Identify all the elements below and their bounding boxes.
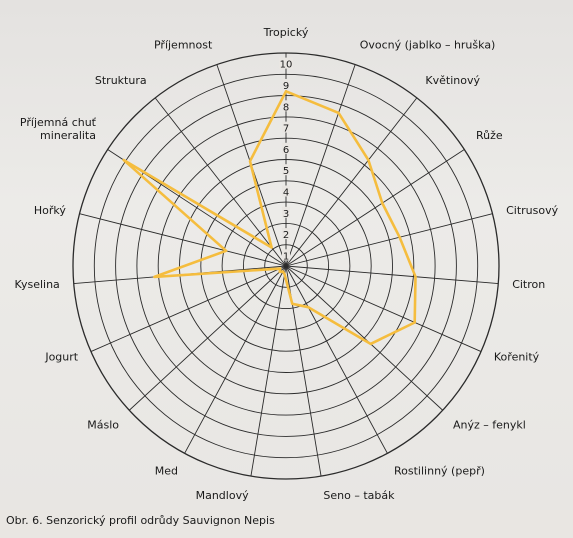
axis-label-line: Tropický bbox=[263, 26, 309, 39]
tick-label: 2 bbox=[283, 230, 289, 241]
series-line bbox=[122, 90, 417, 346]
tick-label-bg bbox=[282, 100, 290, 112]
axis-label-line: Mandlový bbox=[196, 489, 249, 502]
axis-label: Květinový bbox=[425, 74, 480, 87]
grid-spoke bbox=[285, 213, 493, 267]
axis-label: Rostilinný (pepř) bbox=[394, 465, 485, 478]
axis-label-line: Med bbox=[155, 465, 178, 478]
axis-label: Anýz – fenykl bbox=[453, 419, 526, 432]
axis-labels: Tropický Ovocný (jablko – hruška) Květinov… bbox=[15, 26, 559, 502]
axis-label: Příjemnost bbox=[154, 38, 213, 51]
tick-label-bg bbox=[282, 142, 290, 154]
radial-tick-labels: 1 2 3 4 5 6 7 8 9 10 bbox=[279, 57, 293, 262]
axis-label-line: Květinový bbox=[425, 74, 480, 87]
tick-label-bg bbox=[282, 121, 290, 133]
tick-label: 8 bbox=[283, 102, 289, 113]
axis-label: Citrusový bbox=[506, 204, 559, 217]
axis-label-line: Máslo bbox=[87, 419, 119, 432]
tick-label: 9 bbox=[283, 81, 289, 92]
grid-spoke bbox=[285, 149, 465, 267]
axis-label-line: Kořenitý bbox=[494, 351, 540, 364]
grid-spoke bbox=[285, 265, 482, 352]
grid-spoke bbox=[285, 265, 444, 411]
grid-spoke bbox=[250, 265, 287, 477]
axis-label: Ovocný (jablko – hruška) bbox=[360, 38, 496, 51]
tick-label: 10 bbox=[280, 60, 293, 71]
axis-label: Růže bbox=[476, 129, 503, 142]
grid-spoke bbox=[90, 265, 287, 352]
grid-spoke bbox=[285, 265, 388, 454]
figure-caption: Obr. 6. Senzorický profil odrůdy Sauvign… bbox=[6, 514, 275, 527]
axis-label-line: mineralita bbox=[40, 129, 96, 142]
tick-label: 1 bbox=[283, 251, 289, 262]
axis-label: Mandlový bbox=[196, 489, 249, 502]
axis-label-line: Struktura bbox=[95, 74, 147, 87]
tick-label: 6 bbox=[283, 145, 289, 156]
axis-label-line: Seno – tabák bbox=[323, 489, 395, 502]
axis-label: Hořký bbox=[34, 204, 67, 217]
axis-label: Tropický bbox=[263, 26, 309, 39]
tick-label-bg bbox=[282, 185, 290, 197]
axis-label-line: Příjemná chuť bbox=[20, 116, 97, 129]
axis-label: Kyselina bbox=[15, 278, 60, 291]
axis-label-line: Příjemnost bbox=[154, 38, 213, 51]
grid-spoke bbox=[285, 64, 356, 267]
axis-label-line: Růže bbox=[476, 129, 503, 142]
data-series bbox=[122, 90, 417, 346]
tick-label: 3 bbox=[283, 209, 289, 220]
grid-spoke bbox=[285, 97, 418, 267]
axis-label: Kořenitý bbox=[494, 351, 540, 364]
grid-spoke bbox=[184, 265, 287, 454]
grid-spoke bbox=[285, 265, 499, 285]
axis-label: Med bbox=[155, 465, 178, 478]
grid-spoke bbox=[154, 97, 287, 267]
tick-label-bg bbox=[282, 164, 290, 176]
tick-label: 4 bbox=[283, 188, 289, 199]
axis-label-line: Rostilinný (pepř) bbox=[394, 465, 485, 478]
axis-label-line: Ovocný (jablko – hruška) bbox=[360, 38, 496, 51]
axis-label: Citron bbox=[512, 278, 545, 291]
axis-label: Máslo bbox=[87, 419, 119, 432]
tick-label-bg bbox=[279, 57, 293, 69]
radar-grid bbox=[72, 52, 500, 480]
axis-label-line: Citron bbox=[512, 278, 545, 291]
tick-label-bg bbox=[282, 228, 290, 240]
tick-label-bg bbox=[282, 249, 290, 261]
axis-label: Jogurt bbox=[44, 351, 78, 364]
axis-label-line: Jogurt bbox=[44, 351, 78, 364]
axis-label: Příjemná chuť mineralita bbox=[20, 116, 97, 142]
tick-label: 7 bbox=[283, 124, 289, 135]
tick-label: 5 bbox=[283, 166, 289, 177]
grid-spoke bbox=[128, 265, 287, 411]
axis-label-line: Citrusový bbox=[506, 204, 559, 217]
axis-label: Seno – tabák bbox=[323, 489, 395, 502]
axis-label-line: Anýz – fenykl bbox=[453, 419, 526, 432]
tick-label-bg bbox=[282, 79, 290, 90]
axis-label: Struktura bbox=[95, 74, 147, 87]
axis-label-line: Kyselina bbox=[15, 278, 60, 291]
grid-spoke bbox=[79, 213, 287, 267]
axis-label-line: Hořký bbox=[34, 204, 67, 217]
tick-label-bg bbox=[282, 206, 290, 218]
radar-chart: 1 2 3 4 5 6 7 8 9 10 Tropický Ovocný (jablko – hru… bbox=[15, 26, 559, 502]
